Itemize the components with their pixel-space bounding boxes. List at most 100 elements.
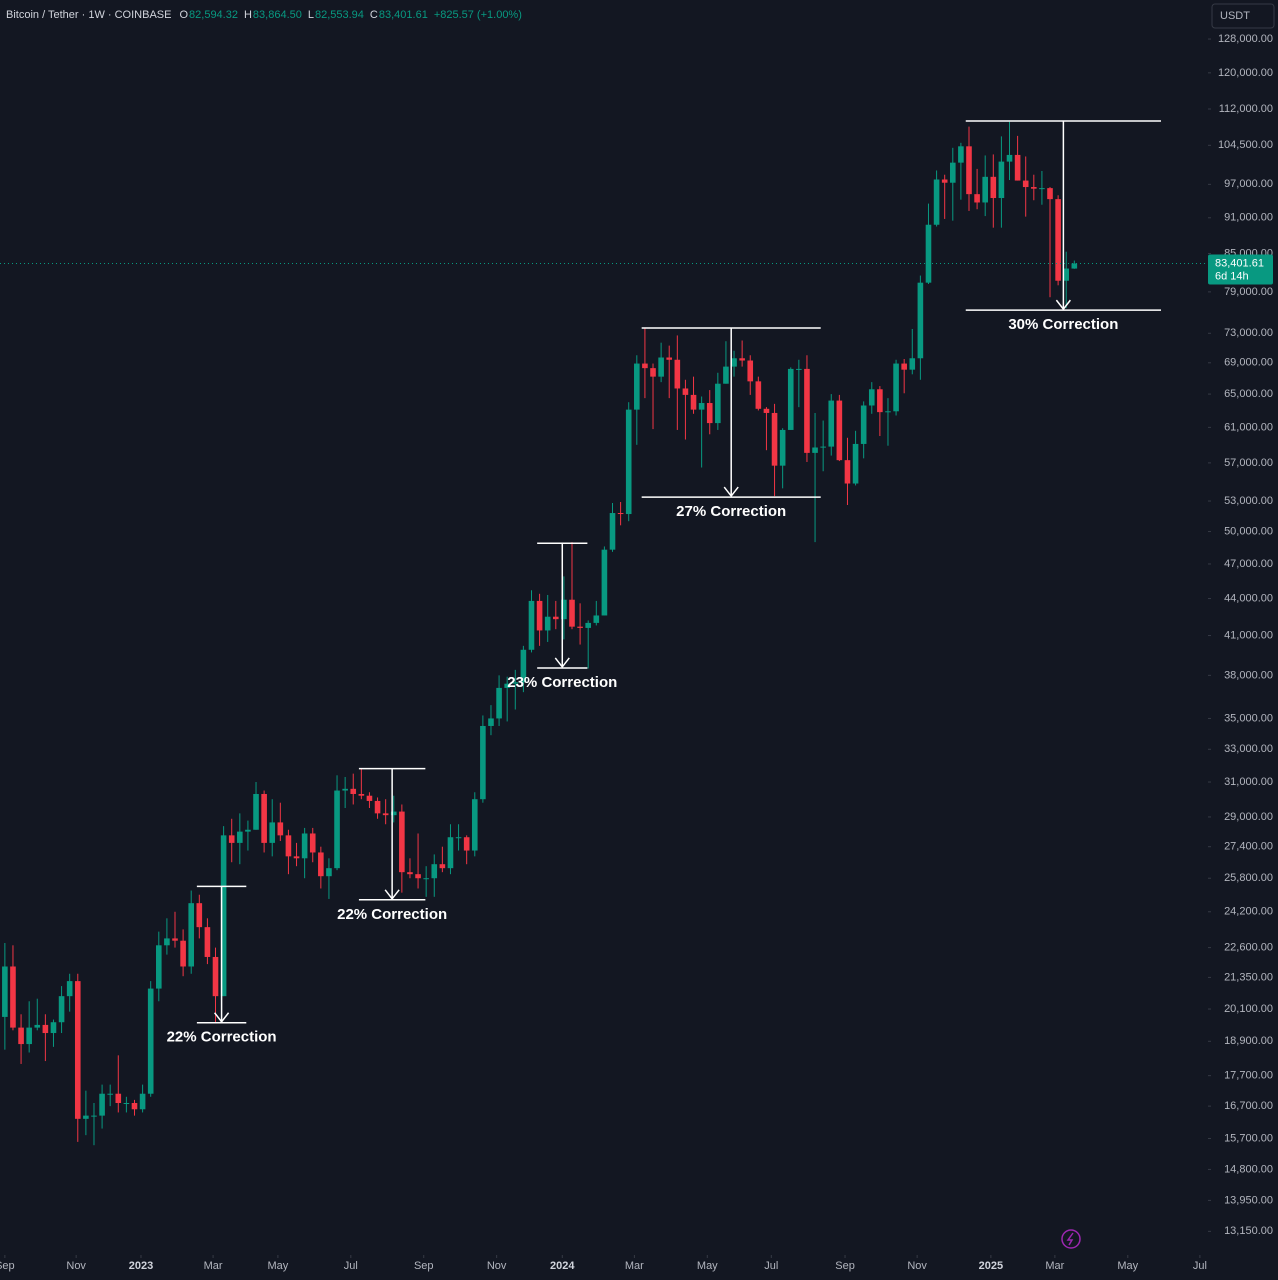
candle-body <box>220 835 227 997</box>
candle-body <box>350 788 357 794</box>
candle-body <box>804 368 810 453</box>
candle-body <box>796 368 802 370</box>
y-tick-label: 22,600.00 <box>1224 942 1273 954</box>
candle-body <box>139 1093 146 1110</box>
candle-body <box>787 368 794 430</box>
candle-body <box>1014 154 1021 181</box>
y-tick-label: 91,000.00 <box>1224 212 1273 224</box>
candle-body <box>998 161 1005 199</box>
ohlc-value: 83,864.50 <box>253 9 302 21</box>
candle-body <box>682 388 689 395</box>
candle-body <box>471 799 478 851</box>
ohlc-value: 82,594.32 <box>189 9 238 21</box>
candle-body <box>625 409 632 515</box>
candle-body <box>844 460 851 484</box>
candle-body <box>674 359 681 389</box>
candle-body <box>755 381 762 409</box>
candle-body <box>277 822 284 836</box>
ohlc-value: 83,401.61 <box>379 9 428 21</box>
candle-body <box>877 389 883 413</box>
last-price-tag <box>1208 254 1273 285</box>
candle-body <box>26 1027 32 1045</box>
correction-annotation: 23% Correction <box>507 542 617 691</box>
candle-body <box>172 938 178 941</box>
candle-body <box>164 938 170 946</box>
y-tick-label: 53,000.00 <box>1224 495 1273 507</box>
correction-annotation: 22% Correction <box>167 885 277 1046</box>
correction-annotation: 27% Correction <box>641 327 821 520</box>
candle-body <box>528 600 535 650</box>
lightning-icon[interactable] <box>1061 1229 1081 1249</box>
candle-body <box>212 956 219 997</box>
candle-body <box>439 864 446 869</box>
candle-body <box>180 940 186 967</box>
ohlc-key: H <box>244 9 252 21</box>
lightning-bolt <box>1066 1232 1074 1246</box>
candle-body <box>34 1024 41 1028</box>
candle-body <box>706 403 713 424</box>
annotation-label: 30% Correction <box>1008 316 1118 333</box>
candle-body <box>593 615 600 623</box>
y-tick-label: 120,000.00 <box>1218 67 1273 79</box>
candle-body <box>480 725 486 800</box>
candle-body <box>666 357 673 360</box>
change: +825.57 (+1.00%) <box>434 9 522 21</box>
candle-body <box>447 837 454 869</box>
x-tick-label: Mar <box>1045 1260 1064 1272</box>
candle-body <box>617 513 624 515</box>
x-tick-label: Nov <box>907 1260 927 1272</box>
candle-body <box>990 176 997 199</box>
candle-body <box>18 1027 24 1045</box>
y-tick-label: 15,700.00 <box>1224 1132 1273 1144</box>
candle-body <box>1031 187 1037 189</box>
candle-body <box>155 945 162 989</box>
arrow-head <box>1055 299 1071 311</box>
candle-body <box>342 788 348 791</box>
annotation-label: 23% Correction <box>507 674 617 691</box>
x-tick-label: Sep <box>0 1260 15 1272</box>
candle-body <box>974 194 980 203</box>
y-tick-label: 21,350.00 <box>1224 971 1273 983</box>
y-tick-label: 104,500.00 <box>1218 139 1273 151</box>
candle-body <box>293 856 300 859</box>
candle-body <box>261 793 267 843</box>
y-tick-label: 29,000.00 <box>1224 811 1273 823</box>
y-tick-label: 24,200.00 <box>1224 906 1273 918</box>
y-tick-label: 20,100.00 <box>1224 1003 1273 1015</box>
candle-body <box>1047 188 1053 200</box>
ohlc-value: 82,553.94 <box>315 9 364 21</box>
y-tick-label: 13,150.00 <box>1224 1225 1273 1237</box>
currency: USDT <box>1220 10 1250 22</box>
candle-body <box>901 363 907 370</box>
currency-box[interactable] <box>1211 3 1275 29</box>
candle-body <box>147 988 154 1094</box>
x-tick-label: Jul <box>344 1260 358 1272</box>
annotation-label: 27% Correction <box>676 503 786 520</box>
candle-body <box>228 835 235 843</box>
candle-body <box>382 813 389 816</box>
y-tick-label: 16,700.00 <box>1224 1100 1273 1112</box>
candle-body <box>415 874 421 879</box>
candle-body <box>407 872 413 875</box>
ohlc-key: C <box>370 9 378 21</box>
candle-body <box>690 394 697 410</box>
candle-body <box>390 811 397 816</box>
candle-body <box>544 616 551 631</box>
candle-body <box>982 176 988 203</box>
candle-body <box>634 363 640 410</box>
candle-body <box>1055 199 1061 281</box>
last-price-label: 83,401.61 <box>1215 257 1264 269</box>
y-tick-label: 35,000.00 <box>1224 712 1273 724</box>
x-tick-label: Mar <box>625 1260 644 1272</box>
candle-body <box>723 366 729 384</box>
candle-body <box>253 793 259 830</box>
candle-body <box>771 412 778 466</box>
candle-body <box>698 403 705 410</box>
x-tick-label: Sep <box>414 1260 434 1272</box>
candle-body <box>91 1115 97 1117</box>
arrow-head <box>213 1012 230 1023</box>
candle-body <box>642 363 648 369</box>
candle-body <box>958 146 964 163</box>
candle-body <box>10 966 16 1028</box>
candle-body <box>2 966 8 1017</box>
